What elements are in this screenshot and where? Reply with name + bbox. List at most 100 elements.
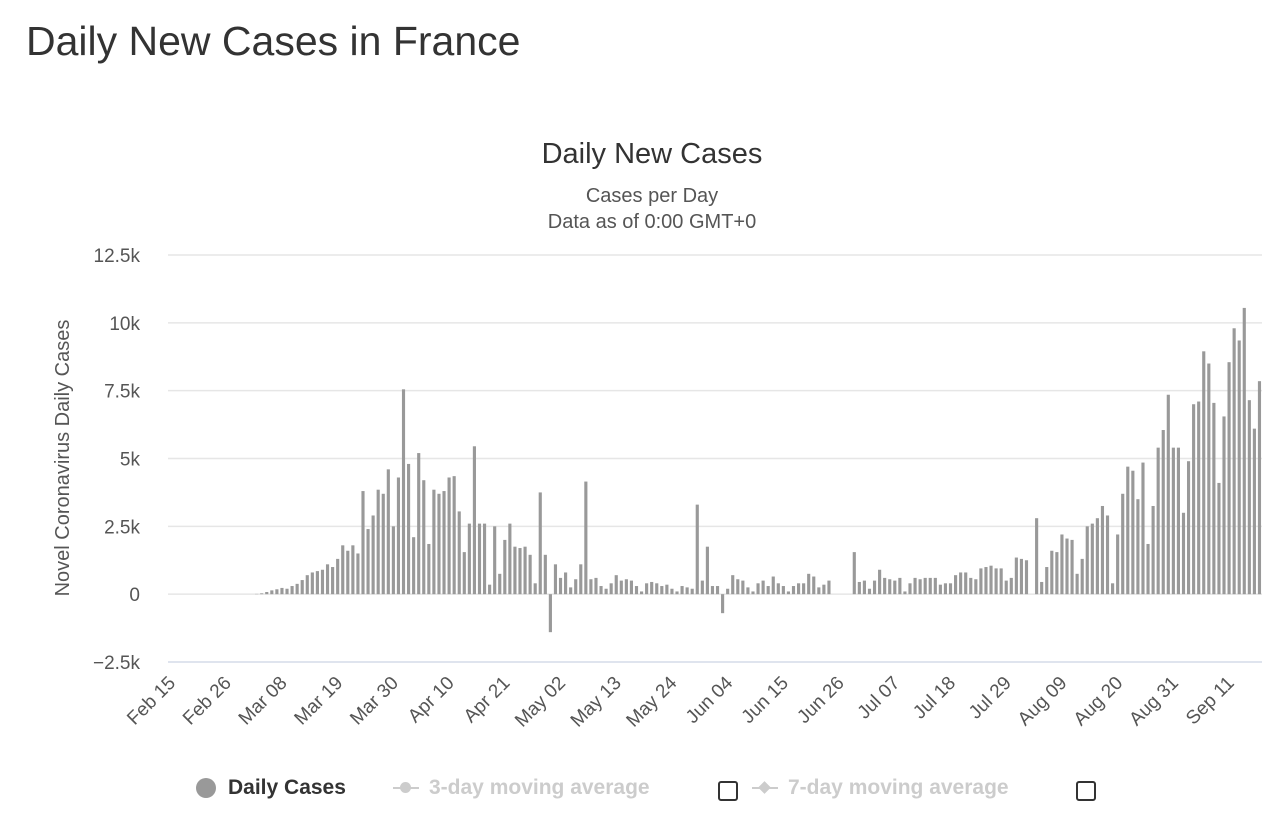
- bar-daily-cases[interactable]: [589, 579, 593, 595]
- bar-daily-cases[interactable]: [786, 591, 791, 595]
- bar-daily-cases[interactable]: [1247, 400, 1251, 595]
- bar-daily-cases[interactable]: [341, 545, 345, 595]
- bar-daily-cases[interactable]: [356, 553, 360, 595]
- bar-daily-cases[interactable]: [634, 586, 639, 595]
- bar-daily-cases[interactable]: [513, 546, 517, 595]
- bar-daily-cases[interactable]: [594, 577, 598, 595]
- bar-daily-cases[interactable]: [685, 587, 689, 595]
- bar-daily-cases[interactable]: [938, 584, 942, 595]
- bar-daily-cases[interactable]: [1136, 499, 1140, 595]
- bar-daily-cases[interactable]: [650, 581, 654, 595]
- bar-daily-cases[interactable]: [1161, 430, 1165, 595]
- bar-daily-cases[interactable]: [1090, 523, 1094, 595]
- bar-daily-cases[interactable]: [498, 573, 502, 595]
- bar-daily-cases[interactable]: [771, 576, 775, 595]
- bar-daily-cases[interactable]: [609, 583, 613, 595]
- bar-daily-cases[interactable]: [624, 579, 628, 595]
- bar-daily-cases[interactable]: [331, 567, 335, 595]
- bar-daily-cases[interactable]: [1192, 404, 1196, 595]
- bar-daily-cases[interactable]: [959, 572, 963, 595]
- bar-daily-cases[interactable]: [802, 583, 806, 595]
- bar-daily-cases[interactable]: [1019, 558, 1023, 595]
- bar-daily-cases[interactable]: [564, 572, 568, 595]
- bar-daily-cases[interactable]: [503, 539, 507, 595]
- bar-daily-cases[interactable]: [1035, 518, 1039, 595]
- bar-daily-cases[interactable]: [1197, 401, 1201, 595]
- bar-daily-cases[interactable]: [538, 492, 542, 595]
- legend-item-3-day-average[interactable]: 3-day moving average: [393, 768, 650, 808]
- bar-daily-cases[interactable]: [797, 583, 801, 595]
- bar-daily-cases[interactable]: [862, 580, 866, 595]
- bar-daily-cases[interactable]: [381, 493, 385, 595]
- bar-daily-cases[interactable]: [366, 529, 370, 595]
- bar-daily-cases[interactable]: [883, 577, 887, 595]
- bar-daily-cases[interactable]: [437, 493, 441, 595]
- bar-daily-cases[interactable]: [751, 591, 755, 595]
- bar-daily-cases[interactable]: [351, 545, 355, 595]
- bar-daily-cases[interactable]: [721, 594, 725, 614]
- bar-daily-cases[interactable]: [675, 591, 679, 595]
- bar-daily-cases[interactable]: [1141, 462, 1145, 595]
- bar-daily-cases[interactable]: [579, 564, 583, 595]
- bar-daily-cases[interactable]: [300, 580, 304, 595]
- bar-daily-cases[interactable]: [923, 577, 927, 595]
- bar-daily-cases[interactable]: [614, 575, 618, 595]
- bar-daily-cases[interactable]: [1080, 558, 1084, 595]
- bar-daily-cases[interactable]: [574, 579, 578, 595]
- bar-daily-cases[interactable]: [336, 558, 340, 595]
- bar-daily-cases[interactable]: [325, 564, 330, 595]
- bar-daily-cases[interactable]: [705, 546, 709, 595]
- bar-daily-cases[interactable]: [1181, 512, 1186, 595]
- bar-daily-cases[interactable]: [766, 586, 770, 595]
- bar-daily-cases[interactable]: [508, 523, 512, 595]
- bar-daily-cases[interactable]: [553, 564, 558, 595]
- bar-daily-cases[interactable]: [417, 453, 421, 595]
- bar-daily-cases[interactable]: [290, 586, 294, 595]
- bar-daily-cases[interactable]: [518, 548, 522, 595]
- bar-daily-cases[interactable]: [655, 583, 659, 595]
- bar-daily-cases[interactable]: [908, 583, 912, 595]
- bar-daily-cases[interactable]: [401, 389, 406, 595]
- bar-daily-cases[interactable]: [761, 580, 765, 595]
- bar-daily-cases[interactable]: [776, 583, 780, 595]
- bar-daily-cases[interactable]: [791, 586, 796, 595]
- bar-daily-cases[interactable]: [710, 586, 715, 595]
- bar-daily-cases[interactable]: [1024, 560, 1029, 595]
- bar-daily-cases[interactable]: [442, 491, 446, 595]
- bar-daily-cases[interactable]: [305, 575, 309, 595]
- bar-daily-cases[interactable]: [948, 583, 953, 595]
- bar-daily-cases[interactable]: [543, 554, 547, 595]
- bar-daily-cases[interactable]: [407, 463, 411, 595]
- bar-daily-cases[interactable]: [974, 579, 978, 595]
- bar-daily-cases[interactable]: [467, 523, 471, 595]
- bar-daily-cases[interactable]: [1105, 515, 1110, 595]
- bar-daily-cases[interactable]: [270, 590, 274, 595]
- bar-daily-cases[interactable]: [599, 586, 603, 595]
- bar-daily-cases[interactable]: [1116, 534, 1120, 595]
- bar-daily-cases[interactable]: [346, 550, 350, 595]
- bar-daily-cases[interactable]: [457, 511, 461, 595]
- bar-daily-cases[interactable]: [396, 477, 401, 595]
- bar-daily-cases[interactable]: [700, 580, 704, 595]
- bar-daily-cases[interactable]: [741, 580, 745, 595]
- checkbox-3-day-average[interactable]: [718, 781, 738, 801]
- bar-daily-cases[interactable]: [822, 584, 826, 595]
- bar-daily-cases[interactable]: [391, 526, 395, 595]
- bar-daily-cases[interactable]: [422, 480, 426, 595]
- bar-daily-cases[interactable]: [558, 577, 563, 595]
- bar-daily-cases[interactable]: [1186, 461, 1191, 595]
- bar-daily-cases[interactable]: [645, 583, 649, 595]
- bar-daily-cases[interactable]: [1075, 573, 1079, 595]
- bar-daily-cases[interactable]: [523, 546, 527, 595]
- bar-daily-cases[interactable]: [954, 575, 958, 595]
- bar-daily-cases[interactable]: [1040, 581, 1044, 595]
- bar-daily-cases[interactable]: [984, 567, 988, 595]
- bar-daily-cases[interactable]: [1095, 518, 1099, 595]
- bar-daily-cases[interactable]: [310, 572, 314, 595]
- bar-daily-cases[interactable]: [999, 568, 1003, 595]
- bar-daily-cases[interactable]: [913, 577, 917, 595]
- bar-daily-cases[interactable]: [1227, 362, 1231, 595]
- bar-daily-cases[interactable]: [482, 523, 487, 595]
- bar-daily-cases[interactable]: [488, 584, 492, 595]
- bar-daily-cases[interactable]: [878, 569, 882, 595]
